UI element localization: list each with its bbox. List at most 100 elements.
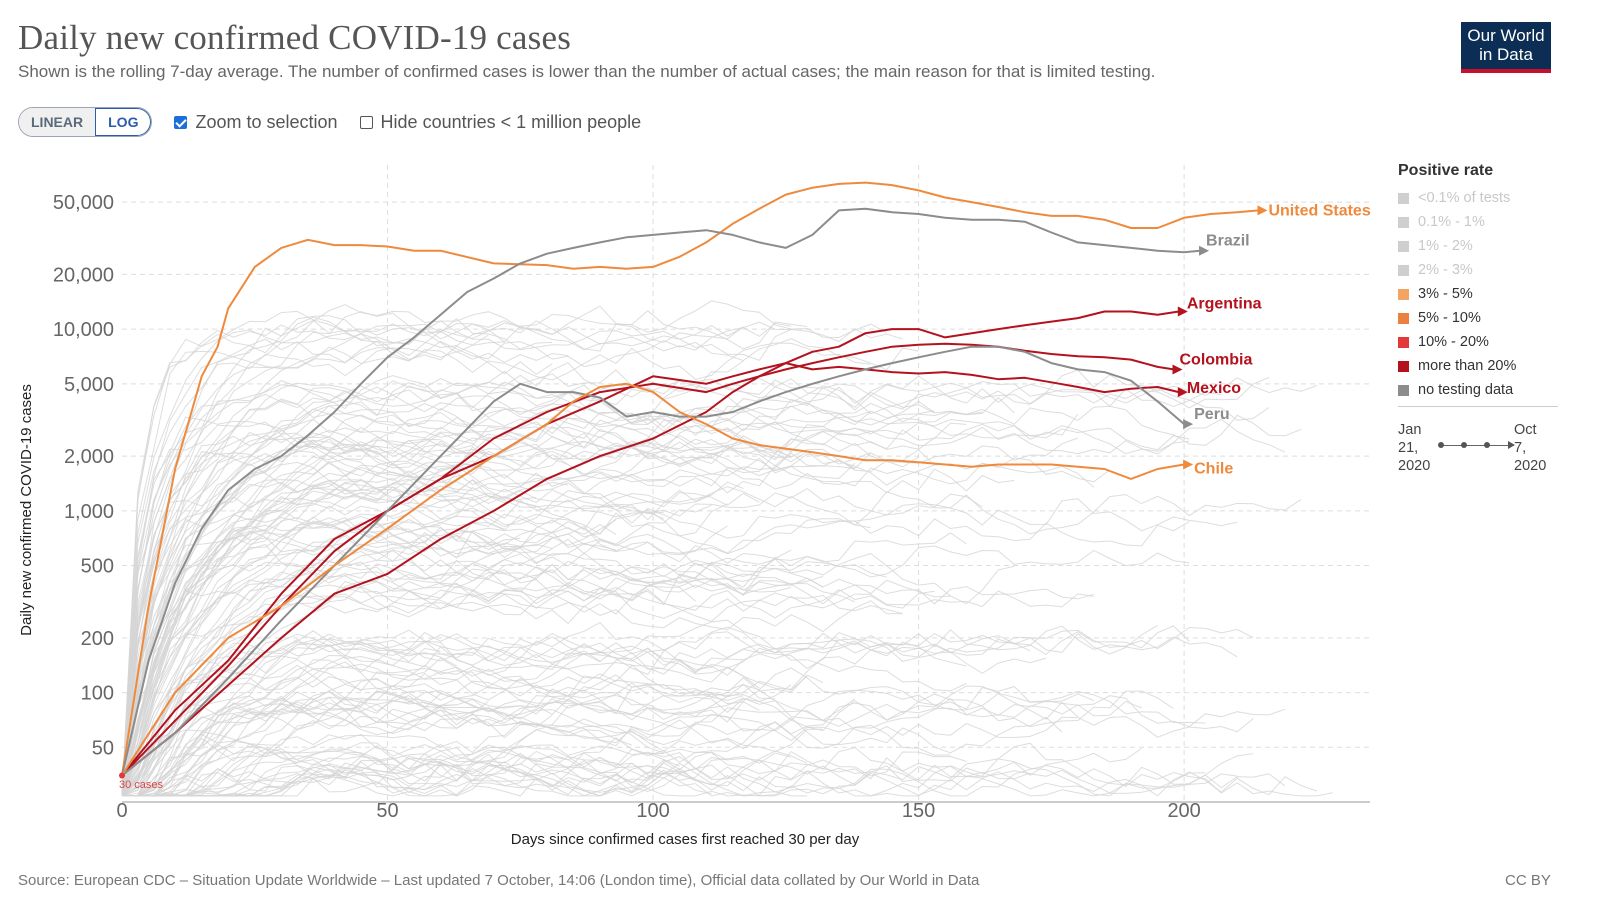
legend-item[interactable]: 10% - 20% [1398,330,1558,354]
series-label[interactable]: Colombia [1180,351,1253,368]
x-tick-label: 100 [636,800,669,822]
background-country-line [121,323,505,796]
legend-item[interactable]: <0.1% of tests [1398,186,1558,210]
series-label[interactable]: Brazil [1206,233,1250,250]
logo-line-2: in Data [1479,45,1533,64]
series-label[interactable]: Chile [1194,460,1233,477]
timeline-track[interactable] [1440,445,1508,446]
timeline-end-handle[interactable] [1484,442,1490,448]
series-line[interactable] [121,181,1259,776]
background-country-line [121,545,1190,797]
background-country-line [121,555,887,797]
legend-title: Positive rate [1398,162,1494,179]
zoom-to-selection-checkbox[interactable]: Zoom to selection [174,111,338,133]
series-line[interactable] [121,207,1201,776]
start-marker-label: 30 cases [119,779,164,791]
background-country-line [121,360,744,796]
series-label[interactable]: United States [1268,202,1370,219]
background-country-lines [121,300,1333,797]
legend-item[interactable]: 0.1% - 1% [1398,210,1558,234]
background-country-line [122,690,489,797]
y-tick-label: 50,000 [53,192,114,214]
series-line[interactable] [121,345,1185,777]
legend-label: <0.1% of tests [1418,190,1511,206]
legend-swatch [1398,240,1409,252]
background-country-line [122,698,1254,797]
series-line[interactable] [121,310,1179,777]
x-tick-label: 200 [1167,800,1200,822]
timeline-arrow-icon [1508,441,1515,449]
owid-logo[interactable]: Our World in Data [1461,22,1551,73]
hide-small-countries-label: Hide countries < 1 million people [380,111,642,132]
legend-item[interactable]: more than 20% [1398,354,1558,378]
background-country-line [121,338,919,796]
background-country-line [121,432,792,796]
background-country-line [122,746,1142,797]
series-end-arrow-icon [1183,419,1194,430]
series-end-arrow-icon [1257,205,1268,216]
y-tick-label: 10,000 [53,319,114,341]
background-country-line [121,310,808,796]
background-country-line [121,300,887,796]
series-line[interactable] [121,362,1180,777]
timeline-end-day: 7, [1514,440,1527,456]
series-label[interactable]: Peru [1194,406,1230,423]
legend-swatch [1398,288,1409,300]
timeline-mid-dot [1461,442,1467,448]
license-link[interactable]: CC BY [1505,872,1551,889]
background-country-line [121,475,712,797]
y-tick-label: 100 [81,683,114,705]
legend-swatch [1398,312,1409,324]
legend-item[interactable]: 5% - 10% [1398,306,1558,330]
zoom-to-selection-label: Zoom to selection [195,111,338,132]
timeline-end-year: 2020 [1514,458,1547,474]
background-country-line [121,401,1079,796]
timeline[interactable]: Jan 21, 2020 Oct 7, 2020 [1398,406,1558,477]
background-country-line [121,528,521,797]
series-end-arrow-icon [1177,387,1188,398]
background-country-line [122,753,1238,797]
background-country-line [121,419,1190,796]
background-country-line [122,742,1254,797]
timeline-start-handle[interactable] [1438,442,1444,448]
series-label[interactable]: Argentina [1187,296,1262,313]
x-axis-title: Days since confirmed cases first reached… [511,831,860,848]
legend-swatch [1398,192,1409,204]
background-country-line [121,461,569,796]
chart-controls: LINEAR LOG Zoom to selection Hide countr… [18,107,641,137]
legend-swatch [1398,264,1409,276]
log-scale-button[interactable]: LOG [95,108,152,136]
legend-label: 5% - 10% [1418,310,1481,326]
timeline-start-day: 21, [1398,440,1419,456]
background-country-line [121,488,1302,796]
background-country-line [122,633,1031,797]
legend-label: no testing data [1418,382,1514,398]
legend-item[interactable]: 1% - 2% [1398,234,1558,258]
highlighted-series: United States Brazil Argentina Colombia Mexi… [119,181,1371,779]
background-country-line [122,689,1079,797]
background-country-line [121,319,792,796]
background-country-line [121,333,553,796]
background-country-line [122,767,712,797]
background-country-line [121,517,617,797]
background-country-line [121,404,935,796]
series-line[interactable] [121,382,1185,776]
legend-item[interactable]: no testing data [1398,378,1558,402]
legend-item[interactable]: 2% - 3% [1398,258,1558,282]
series-label[interactable]: Mexico [1187,380,1241,397]
linear-scale-button[interactable]: LINEAR [19,108,96,136]
background-country-line [121,521,537,797]
background-country-line [121,376,1270,796]
background-country-line [121,588,935,797]
hide-small-countries-checkbox[interactable]: Hide countries < 1 million people [359,111,642,133]
x-tick-label: 150 [902,800,935,822]
background-country-line [121,505,505,797]
legend-item[interactable]: 3% - 5% [1398,282,1558,306]
background-country-line [122,764,1333,797]
background-country-line [121,375,1222,796]
background-country-line [121,447,935,797]
background-country-line [121,525,728,797]
x-tick-label: 0 [116,800,127,822]
background-country-line [122,703,553,797]
